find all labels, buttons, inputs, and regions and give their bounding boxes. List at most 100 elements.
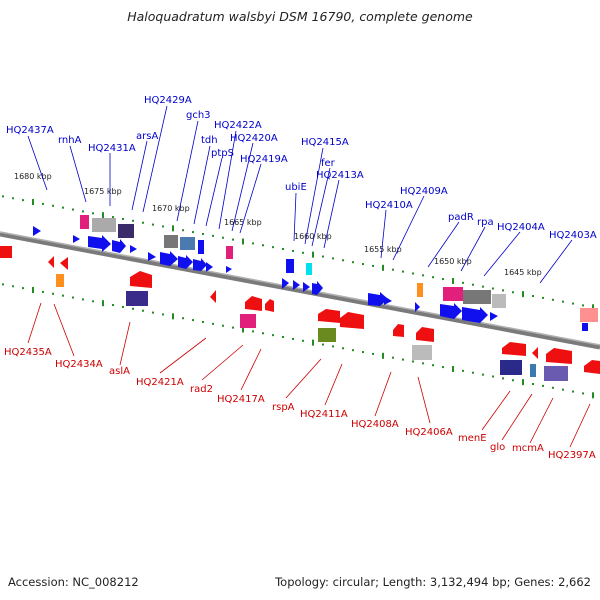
gene-box[interactable] (530, 364, 536, 377)
gene-label[interactable]: HQ2403A (549, 230, 597, 241)
gene-label[interactable]: ubiE (285, 182, 307, 193)
gene-arrow[interactable] (130, 245, 137, 253)
gene-arrow[interactable] (546, 348, 572, 364)
minor-tick (202, 232, 204, 235)
gene-arrow[interactable] (130, 271, 152, 288)
gene-label[interactable]: HQ2409A (400, 186, 448, 197)
gene-arrow[interactable] (532, 347, 538, 359)
gene-label[interactable]: HQ2397A (548, 450, 596, 461)
gene-box[interactable] (544, 366, 568, 381)
gene-arrow[interactable] (245, 296, 262, 311)
gene-label[interactable]: HQ2431A (88, 143, 136, 154)
gene-arrow[interactable] (502, 342, 526, 356)
gene-arrow[interactable] (148, 252, 156, 261)
gene-box[interactable] (118, 224, 134, 238)
gene-label[interactable]: gch3 (186, 110, 211, 121)
gene-label[interactable]: HQ2429A (144, 95, 192, 106)
gene-box[interactable] (164, 235, 178, 248)
gene-box[interactable] (80, 215, 89, 229)
gene-box[interactable] (412, 345, 432, 360)
gene-box[interactable] (580, 308, 598, 322)
gene-box[interactable] (318, 328, 336, 342)
major-tick (592, 304, 594, 311)
gene-arrow[interactable] (226, 266, 232, 273)
gene-label[interactable]: HQ2411A (300, 409, 348, 420)
gene-arrow[interactable] (73, 235, 80, 243)
gene-arrow[interactable] (415, 302, 420, 312)
gene-arrow[interactable] (60, 257, 68, 270)
gene-box[interactable] (492, 294, 506, 308)
gene-box[interactable] (463, 290, 491, 304)
gene-box[interactable] (286, 259, 294, 273)
gene-label[interactable]: HQ2435A (4, 347, 52, 358)
gene-arrow[interactable] (265, 299, 274, 312)
gene-box[interactable] (240, 314, 256, 328)
gene-label[interactable]: HQ2422A (214, 120, 262, 131)
gene-label[interactable]: HQ2404A (497, 222, 545, 233)
gene-label[interactable]: HQ2434A (55, 359, 103, 370)
gene-box[interactable] (500, 360, 522, 375)
gene-arrow[interactable] (48, 256, 54, 268)
gene-label[interactable]: HQ2410A (365, 200, 413, 211)
gene-box[interactable] (126, 291, 148, 306)
gene-label[interactable]: arsA (136, 131, 158, 142)
gene-arrow[interactable] (293, 280, 300, 290)
gene-arrow[interactable] (193, 258, 207, 271)
gene-box[interactable] (226, 246, 233, 259)
gene-arrow[interactable] (490, 312, 498, 321)
gene-arrow[interactable] (584, 360, 600, 374)
minor-tick (352, 261, 354, 264)
minor-tick (442, 278, 444, 281)
gene-label[interactable]: rspA (272, 402, 295, 413)
gene-arrow[interactable] (206, 262, 213, 272)
gene-arrow[interactable] (88, 235, 111, 252)
gene-label[interactable]: HQ2420A (230, 133, 278, 144)
minor-tick (352, 349, 354, 352)
gene-label[interactable]: fer (321, 158, 336, 169)
gene-arrow[interactable] (440, 303, 462, 319)
gene-box[interactable] (92, 218, 116, 232)
gene-label[interactable]: tdh (201, 135, 218, 146)
gene-label[interactable]: ptpS (211, 148, 234, 159)
gene-box[interactable] (443, 287, 463, 301)
gene-label[interactable]: glo (490, 442, 505, 453)
gene-arrow[interactable] (340, 312, 364, 329)
gene-label[interactable]: HQ2408A (351, 419, 399, 430)
gene-label[interactable]: rpa (477, 217, 494, 228)
gene-arrow[interactable] (384, 296, 392, 305)
gene-arrow[interactable] (303, 282, 310, 292)
kbp-label: 1680 kbp (14, 172, 52, 181)
gene-label[interactable]: padR (448, 212, 474, 223)
gene-arrow[interactable] (368, 292, 388, 306)
gene-label[interactable]: HQ2406A (405, 427, 453, 438)
gene-arrow[interactable] (416, 327, 434, 342)
gene-arrow[interactable] (318, 309, 340, 323)
gene-label[interactable]: menE (458, 433, 487, 444)
gene-label[interactable]: rnhA (58, 135, 82, 146)
gene-arrow[interactable] (282, 278, 289, 289)
gene-arrow[interactable] (178, 255, 193, 269)
gene-label[interactable]: HQ2421A (136, 377, 184, 388)
gene-label[interactable]: rad2 (190, 384, 213, 395)
gene-label[interactable]: aslA (109, 366, 130, 377)
gene-label[interactable]: HQ2417A (217, 394, 265, 405)
gene-box[interactable] (417, 283, 423, 297)
gene-box[interactable] (582, 323, 588, 331)
gene-label[interactable]: mcmA (512, 443, 544, 454)
gene-label[interactable]: HQ2413A (316, 170, 364, 181)
gene-label[interactable]: HQ2419A (240, 154, 288, 165)
gene-box[interactable] (56, 274, 64, 287)
gene-label[interactable]: HQ2437A (6, 125, 54, 136)
gene-arrow[interactable] (393, 324, 404, 337)
gene-arrow[interactable] (33, 226, 41, 236)
gene-label[interactable]: HQ2415A (301, 137, 349, 148)
gene-box[interactable] (306, 263, 312, 275)
gene-arrow[interactable] (0, 246, 12, 258)
gene-arrow[interactable] (112, 239, 126, 253)
gene-box[interactable] (180, 237, 195, 250)
gene-arrow[interactable] (210, 290, 216, 303)
gene-arrow[interactable] (160, 251, 178, 266)
gene-arrow[interactable] (462, 307, 488, 323)
gene-box[interactable] (198, 240, 204, 254)
gene-arrow[interactable] (312, 281, 323, 295)
